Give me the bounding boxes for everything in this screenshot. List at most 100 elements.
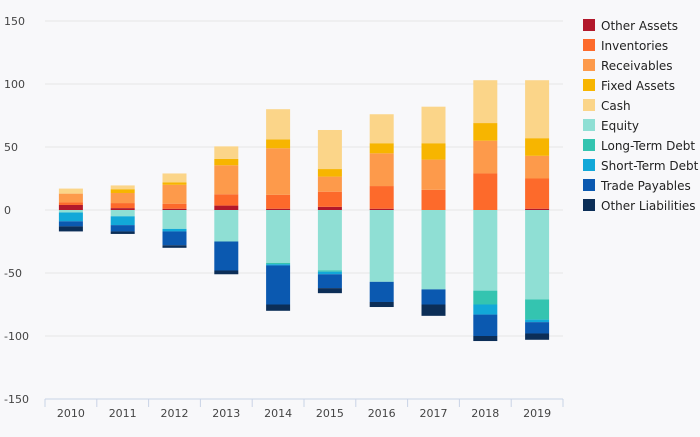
bar-segment[interactable] <box>525 319 550 323</box>
bar-segment[interactable] <box>110 185 135 190</box>
bar-segment[interactable] <box>110 231 135 234</box>
bar-segment[interactable] <box>162 208 187 210</box>
bar-segment[interactable] <box>214 146 239 159</box>
bar-segment[interactable] <box>58 210 83 213</box>
bar-segment[interactable] <box>525 178 550 209</box>
bar-segment[interactable] <box>266 208 291 210</box>
bar-segment[interactable] <box>421 143 446 160</box>
bar-segment[interactable] <box>317 206 342 210</box>
bar-segment[interactable] <box>369 301 394 308</box>
bar-segment[interactable] <box>266 139 291 149</box>
bar-segment[interactable] <box>369 208 394 210</box>
bar-segment[interactable] <box>214 194 239 206</box>
legend-item[interactable]: Trade Payables <box>583 179 691 193</box>
bar-segment[interactable] <box>162 203 187 209</box>
bar-segment[interactable] <box>421 304 446 316</box>
bar-segment[interactable] <box>58 221 83 227</box>
bar-segment[interactable] <box>266 148 291 195</box>
bar-segment[interactable] <box>58 188 83 194</box>
bar-segment[interactable] <box>317 274 342 289</box>
bar-segment[interactable] <box>525 208 550 210</box>
bar-segment[interactable] <box>421 289 446 305</box>
bar-segment[interactable] <box>473 210 498 291</box>
legend-item[interactable]: Cash <box>583 99 631 113</box>
bar-segment[interactable] <box>421 189 446 210</box>
bar-segment[interactable] <box>473 80 498 124</box>
bar-segment[interactable] <box>162 173 187 183</box>
bar-segment[interactable] <box>317 191 342 207</box>
bar-segment[interactable] <box>369 281 394 302</box>
legend-item[interactable]: Receivables <box>583 59 673 73</box>
legend-item[interactable]: Long-Term Debt <box>583 139 695 153</box>
bar-segment[interactable] <box>58 204 83 210</box>
bar-segment[interactable] <box>162 210 187 229</box>
bar-segment[interactable] <box>473 290 498 305</box>
legend-label: Cash <box>601 99 631 113</box>
bar-segment[interactable] <box>110 192 135 204</box>
bar-segment[interactable] <box>525 333 550 340</box>
bar-segment[interactable] <box>266 109 291 140</box>
bar-segment[interactable] <box>473 314 498 336</box>
bar-segment[interactable] <box>266 262 291 265</box>
bar-segment[interactable] <box>162 245 187 248</box>
bar-segment[interactable] <box>525 210 550 300</box>
legend-item[interactable]: Inventories <box>583 39 668 53</box>
bar-segment[interactable] <box>317 129 342 170</box>
bar-segment[interactable] <box>110 189 135 193</box>
bar-segment[interactable] <box>473 336 498 342</box>
bar-segment[interactable] <box>214 165 239 195</box>
bar-segment[interactable] <box>214 270 239 275</box>
bar-segment[interactable] <box>421 159 446 190</box>
bar-segment[interactable] <box>421 106 446 144</box>
bar-segment[interactable] <box>214 158 239 166</box>
bar-segment[interactable] <box>214 241 239 271</box>
bar-segment[interactable] <box>58 193 83 203</box>
bar-segment[interactable] <box>110 216 135 226</box>
bar-segment[interactable] <box>110 203 135 209</box>
bar-segment[interactable] <box>421 210 446 290</box>
bar-segment[interactable] <box>473 140 498 174</box>
bar-segment[interactable] <box>162 184 187 204</box>
bar-segment[interactable] <box>473 304 498 315</box>
bar-segment[interactable] <box>58 202 83 205</box>
bar-segment[interactable] <box>110 208 135 210</box>
bar-segment[interactable] <box>369 153 394 187</box>
bar-segment[interactable] <box>317 288 342 294</box>
bar-segment[interactable] <box>473 123 498 141</box>
bar-segment[interactable] <box>266 210 291 263</box>
legend-item[interactable]: Fixed Assets <box>583 79 675 93</box>
bar-segment[interactable] <box>317 176 342 192</box>
bar-segment[interactable] <box>162 182 187 185</box>
bar-segment[interactable] <box>473 173 498 210</box>
legend-item[interactable]: Short-Term Debt <box>583 159 699 173</box>
bar-segment[interactable] <box>266 265 291 305</box>
bar-segment[interactable] <box>317 271 342 275</box>
bar-segment[interactable] <box>525 299 550 320</box>
bar-segment[interactable] <box>525 80 550 139</box>
bar-segment[interactable] <box>214 205 239 210</box>
bar-segment[interactable] <box>162 231 187 246</box>
bar-segment[interactable] <box>110 225 135 232</box>
bar-segment[interactable] <box>317 169 342 177</box>
bar-segment[interactable] <box>525 155 550 179</box>
bar-segment[interactable] <box>162 228 187 232</box>
bar-segment[interactable] <box>317 210 342 271</box>
bar-segment[interactable] <box>369 186 394 209</box>
bar-segment[interactable] <box>525 322 550 334</box>
bar-segment[interactable] <box>110 210 135 217</box>
bar-segment[interactable] <box>266 304 291 311</box>
legend-item[interactable]: Other Liabilities <box>583 199 696 213</box>
legend-item[interactable]: Other Assets <box>583 19 678 33</box>
bar-segment[interactable] <box>58 212 83 222</box>
bar-segment[interactable] <box>369 114 394 144</box>
bar-segment[interactable] <box>369 210 394 282</box>
bar-segment[interactable] <box>58 226 83 232</box>
legend-item[interactable]: Equity <box>583 119 639 133</box>
bar-segment[interactable] <box>525 138 550 156</box>
bar-segment[interactable] <box>266 264 291 266</box>
bar-segment[interactable] <box>214 210 239 242</box>
bar-segment[interactable] <box>369 143 394 154</box>
legend-label: Inventories <box>601 39 668 53</box>
bar-segment[interactable] <box>266 194 291 209</box>
bar-segment[interactable] <box>317 270 342 272</box>
